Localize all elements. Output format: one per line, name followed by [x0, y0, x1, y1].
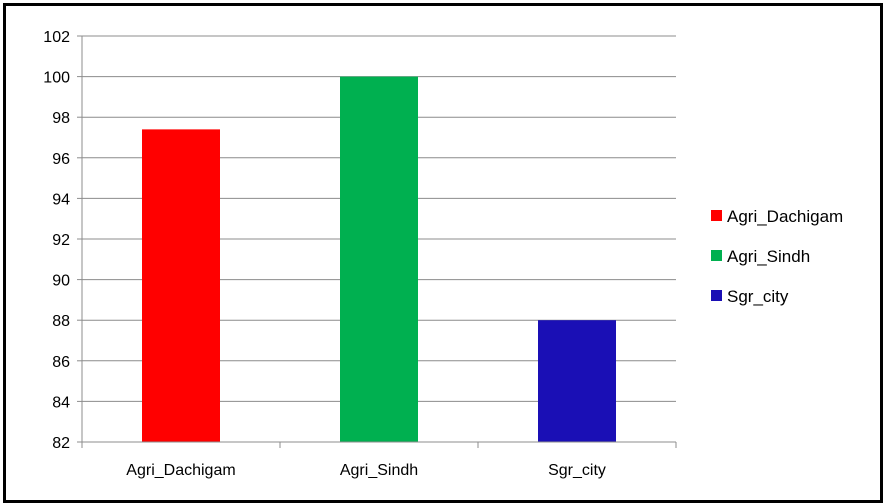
x-tick-labels: Agri_Dachigam Agri_Sindh Sgr_city: [126, 462, 606, 479]
legend-label: Agri_Sindh: [727, 247, 810, 266]
bar-Agri_Sindh: [340, 76, 418, 442]
legend-swatch-Sgr_city: [711, 290, 722, 301]
x-tick-label: Agri_Sindh: [340, 462, 418, 479]
legend: Agri_Dachigam Agri_Sindh Sgr_city: [711, 207, 843, 306]
legend-label: Sgr_city: [727, 287, 789, 306]
x-tick-label: Sgr_city: [548, 462, 606, 479]
y-tick-label: 86: [52, 354, 70, 371]
chart-frame: 82 84 86 88 90 92 94 96 98 100 102 Agri_Dachigam Ag…: [3, 3, 883, 503]
y-tick-label: 98: [52, 110, 70, 127]
y-tick-label: 102: [43, 29, 70, 46]
y-tick-labels: 82 84 86 88 90 92 94 96 98 100 102: [43, 29, 70, 452]
axes: [77, 35, 677, 448]
legend-swatch-Agri_Sindh: [711, 250, 722, 261]
y-tick-label: 94: [52, 191, 70, 208]
bars: [142, 76, 616, 442]
y-tick-label: 92: [52, 232, 70, 249]
bar-Sgr_city: [538, 320, 616, 442]
y-tick-label: 82: [52, 435, 70, 452]
y-tick-label: 90: [52, 273, 70, 290]
y-tick-label: 88: [52, 313, 70, 330]
legend-swatch-Agri_Dachigam: [711, 210, 722, 221]
bar-Agri_Dachigam: [142, 129, 220, 442]
x-tick-label: Agri_Dachigam: [126, 462, 235, 479]
y-tick-label: 100: [43, 70, 70, 87]
y-tick-label: 96: [52, 151, 70, 168]
legend-label: Agri_Dachigam: [727, 207, 843, 226]
y-tick-label: 84: [52, 394, 70, 411]
